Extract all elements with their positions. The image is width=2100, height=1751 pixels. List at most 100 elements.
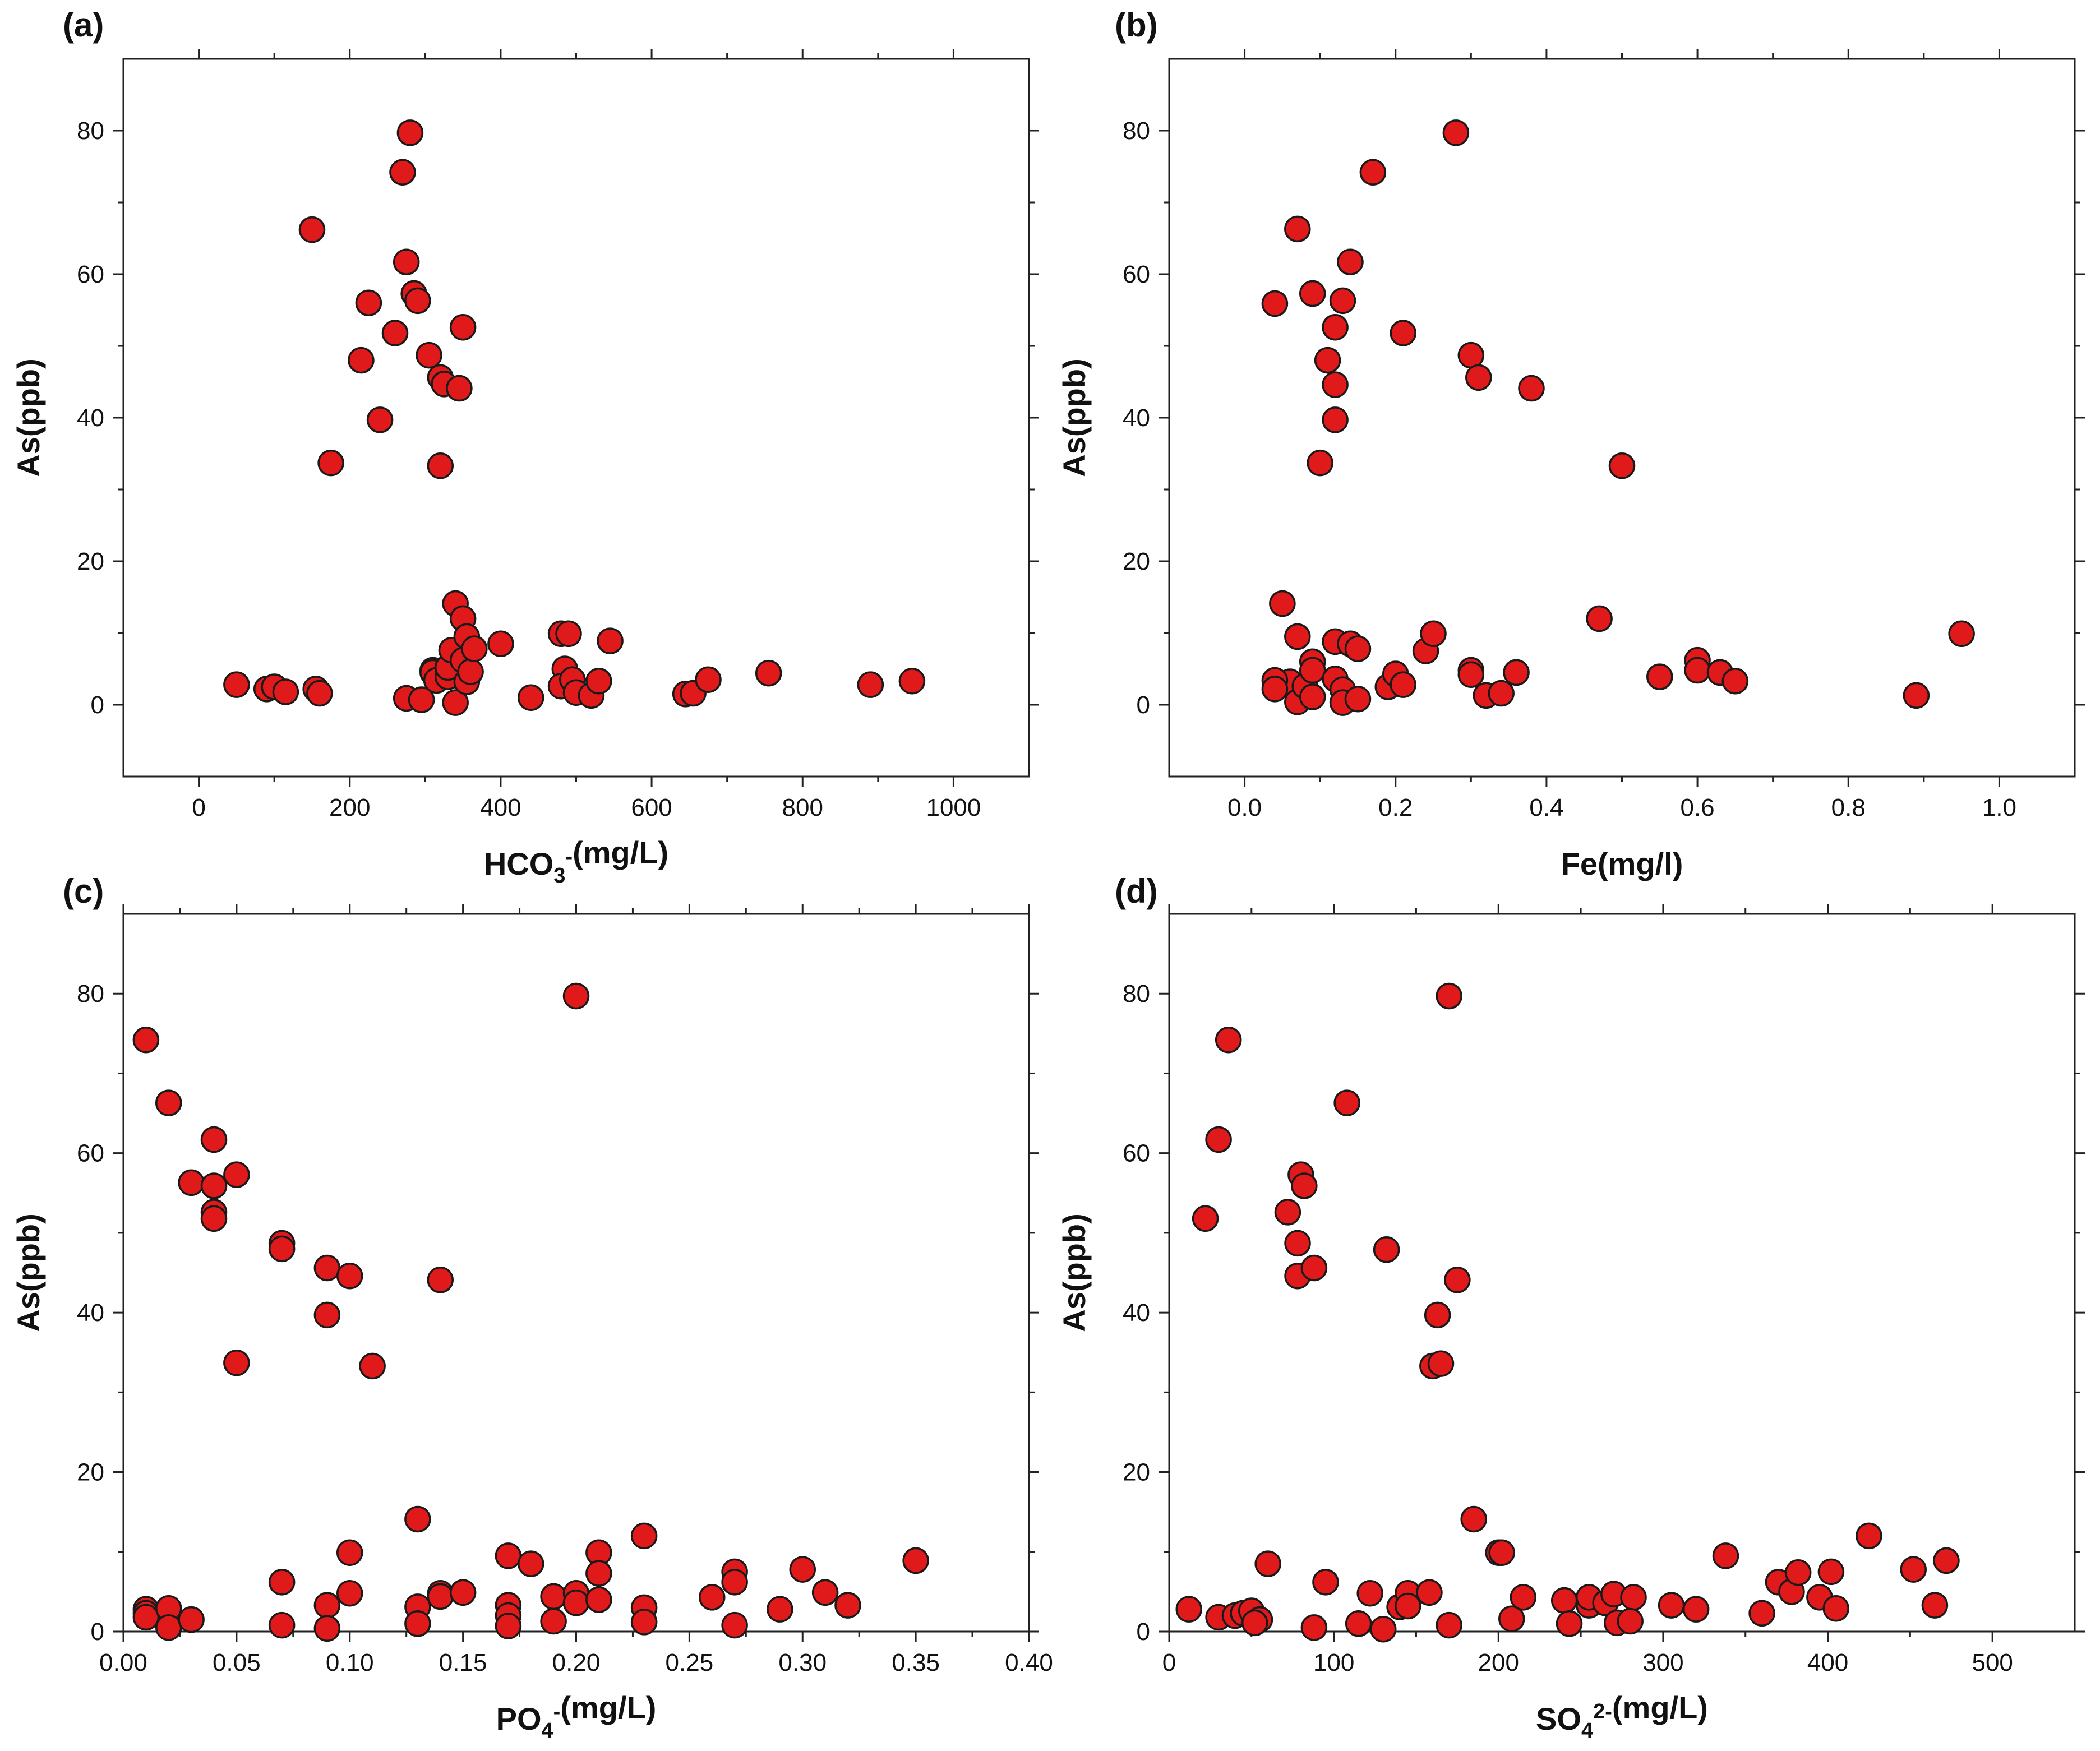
y-tick-label: 80 [1123, 117, 1150, 145]
data-point [223, 1349, 250, 1376]
x-tick-label: 0.8 [1831, 794, 1866, 821]
data-point [1900, 1556, 1927, 1583]
data-point [427, 452, 454, 479]
data-point [449, 1579, 477, 1606]
data-point [1921, 1592, 1949, 1619]
data-point [1322, 371, 1349, 398]
data-point [446, 375, 473, 402]
data-point [408, 686, 435, 713]
data-point [1369, 1615, 1397, 1643]
data-point [1682, 1596, 1710, 1623]
data-point [1261, 676, 1289, 703]
data-point [1465, 364, 1492, 391]
data-point [585, 1586, 612, 1613]
data-point [1299, 657, 1326, 684]
data-point [1390, 320, 1416, 346]
data-point [755, 659, 782, 687]
data-point [1550, 1587, 1578, 1614]
data-point [898, 668, 926, 695]
data-point [1427, 1350, 1455, 1377]
data-point [200, 1205, 228, 1232]
x-tick-label: 0.20 [552, 1649, 601, 1676]
panel-label-b: (b) [1115, 6, 1158, 44]
data-point [1436, 982, 1462, 1010]
data-point [585, 1560, 612, 1587]
data-point [1822, 1595, 1849, 1622]
data-point [1684, 657, 1711, 684]
data-point [1284, 215, 1311, 243]
data-point [1284, 1230, 1311, 1257]
data-point [449, 313, 477, 341]
data-point [404, 1610, 431, 1637]
data-point [1322, 313, 1349, 341]
data-point [1205, 1126, 1232, 1153]
data-point [597, 627, 624, 654]
data-point [1269, 590, 1296, 617]
y-axis-label: As(ppb) [11, 358, 46, 477]
chart-3: 0 100 200 300 400 500 0 20 40 60 80 SO42-(mg/L) As(p… [1056, 904, 2085, 1743]
data-point [1948, 620, 1975, 648]
data-point [427, 1583, 454, 1610]
data-point [1503, 659, 1530, 686]
data-point [699, 1584, 726, 1611]
data-point [313, 1254, 341, 1282]
data-point [404, 1505, 431, 1533]
data-point [336, 1579, 363, 1607]
data-point [1356, 1579, 1383, 1607]
data-point [427, 1267, 454, 1293]
data-point [1373, 1236, 1400, 1263]
data-point [1721, 668, 1749, 695]
x-axis-label: PO4-(mg/L) [496, 1690, 657, 1743]
data-point [1617, 1607, 1644, 1635]
data-point [404, 287, 431, 315]
data-point [1337, 248, 1364, 275]
x-tick-label: 400 [480, 794, 521, 821]
data-point [857, 671, 884, 698]
data-point [393, 248, 420, 275]
data-point [1424, 1301, 1451, 1329]
data-point [1291, 1172, 1318, 1199]
data-point [834, 1592, 861, 1619]
y-tick-label: 20 [77, 548, 104, 575]
data-point [1215, 1026, 1242, 1054]
data-point [268, 1235, 296, 1263]
data-point [1300, 1254, 1328, 1282]
x-tick-label: 0.6 [1680, 794, 1714, 821]
data-point [1817, 1558, 1845, 1586]
x-tick-label: 0.15 [439, 1649, 487, 1676]
data-point [1390, 671, 1416, 698]
data-point [1416, 1579, 1443, 1606]
data-point [695, 666, 722, 693]
data-point [721, 1569, 748, 1596]
data-point [1488, 1539, 1515, 1566]
data-point [1300, 1614, 1328, 1641]
data-point [1274, 1199, 1301, 1226]
data-point [359, 1352, 386, 1380]
x-tick-label: 0 [192, 794, 205, 821]
x-tick-label: 0.25 [666, 1649, 714, 1676]
data-point [789, 1556, 816, 1583]
y-tick-label: 60 [1123, 261, 1150, 288]
data-point [495, 1613, 522, 1639]
data-point [298, 216, 326, 243]
data-point [630, 1522, 658, 1550]
data-point [1903, 682, 1930, 709]
data-point [355, 289, 382, 316]
data-point [1261, 290, 1289, 317]
chart-0: 0 200 400 600 800 1000 0 20 40 60 80 HCO3-(mg/L) As(… [11, 49, 1039, 888]
data-point [306, 680, 333, 707]
y-tick-label: 40 [77, 404, 104, 432]
data-point [721, 1611, 748, 1639]
data-point [268, 1611, 296, 1639]
data-point [442, 689, 469, 716]
data-point [178, 1169, 205, 1196]
x-axis-label: HCO3-(mg/L) [484, 835, 668, 888]
data-point [518, 684, 544, 711]
data-point [1620, 1584, 1647, 1611]
data-point [1329, 287, 1356, 315]
data-point [585, 668, 612, 695]
data-point [1556, 1610, 1583, 1637]
data-point [1510, 1584, 1537, 1611]
x-tick-label: 300 [1642, 1649, 1683, 1676]
